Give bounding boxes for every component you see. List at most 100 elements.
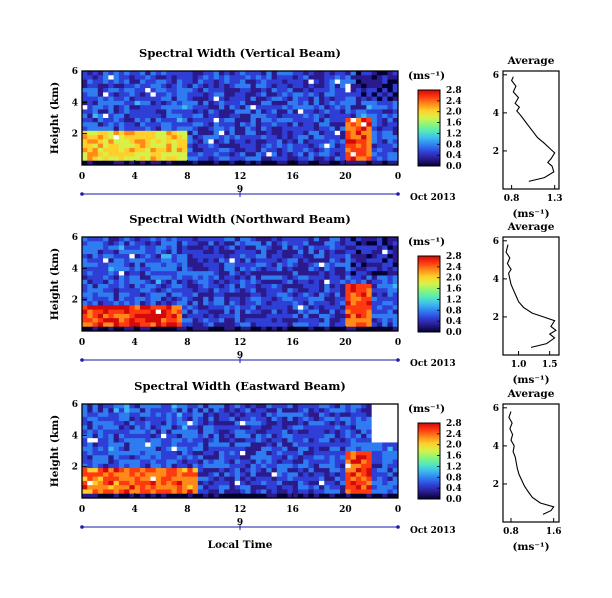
heatmap-cell xyxy=(176,245,183,251)
heatmap-cell xyxy=(308,459,315,465)
heatmap-cell xyxy=(334,254,341,259)
heatmap-cell xyxy=(345,147,351,153)
heatmap-cell xyxy=(229,489,236,495)
heatmap-cell xyxy=(392,237,399,242)
heatmap-cell xyxy=(155,438,162,443)
heatmap-cell xyxy=(150,416,157,422)
heatmap-cell xyxy=(392,292,399,298)
heatmap-cell xyxy=(150,288,157,293)
heatmap-cell xyxy=(382,284,388,289)
heatmap-cell xyxy=(82,485,88,490)
heatmap-cell xyxy=(266,88,272,93)
heatmap-cell xyxy=(124,309,130,315)
heatmap-cell xyxy=(129,425,136,431)
heatmap-cell xyxy=(240,309,246,315)
heatmap-cell xyxy=(171,279,178,285)
heatmap-cell xyxy=(134,459,141,465)
heatmap-cell xyxy=(308,288,315,293)
heatmap-cell xyxy=(324,284,330,289)
heatmap-cell xyxy=(308,75,315,80)
heatmap-cell xyxy=(108,288,114,293)
heatmap-cell xyxy=(161,408,167,413)
heatmap-cell xyxy=(287,79,294,85)
heatmap-cell xyxy=(319,143,325,149)
heatmap-cell xyxy=(161,326,167,332)
heatmap-cell xyxy=(171,79,178,85)
heatmap-cell xyxy=(203,118,209,123)
heatmap-cell xyxy=(224,139,230,145)
heatmap-cell xyxy=(345,301,351,306)
heatmap-cell xyxy=(308,88,315,93)
heatmap-cell xyxy=(324,245,330,251)
heatmap-cell xyxy=(87,284,93,289)
heatmap-cell xyxy=(234,156,241,162)
heatmap-cell xyxy=(313,71,320,76)
heatmap-cell xyxy=(161,485,167,490)
heatmap-cell xyxy=(271,113,278,119)
heatmap-cell xyxy=(171,75,178,80)
heatmap-cell xyxy=(366,71,373,76)
heatmap-cell xyxy=(229,96,236,102)
heatmap-cell xyxy=(329,455,336,460)
heatmap-cell xyxy=(171,408,178,413)
heatmap-cell xyxy=(150,88,157,93)
heatmap-cell xyxy=(218,313,225,319)
heatmap-cell xyxy=(276,160,283,166)
heatmap-cell xyxy=(271,326,278,332)
heatmap-cell xyxy=(203,451,209,456)
heatmap-cell xyxy=(313,139,320,145)
heatmap-cell xyxy=(234,152,241,157)
heatmap-cell xyxy=(197,326,204,332)
heatmap-cell xyxy=(266,271,272,276)
heatmap-cell xyxy=(192,130,199,136)
heatmap-cell xyxy=(308,292,315,298)
heatmap-cell xyxy=(282,122,288,127)
heatmap-cell xyxy=(182,156,188,162)
heatmap-cell xyxy=(387,160,394,166)
heatmap-cell xyxy=(366,135,373,140)
heatmap-cell xyxy=(324,305,330,311)
heatmap-cell xyxy=(271,468,278,473)
heatmap-cell xyxy=(329,143,336,149)
heatmap-cell xyxy=(376,88,383,93)
heatmap-cell xyxy=(308,442,315,448)
heatmap-cell xyxy=(229,139,236,145)
heatmap-cell xyxy=(229,485,236,490)
heatmap-cell xyxy=(282,296,288,302)
heatmap-cell xyxy=(97,404,104,409)
heatmap-cell xyxy=(366,404,373,409)
heatmap-cell xyxy=(176,322,183,328)
heatmap-cell xyxy=(240,100,246,106)
heatmap-cell xyxy=(171,147,178,153)
heatmap-cell xyxy=(266,288,272,293)
heatmap-cell xyxy=(234,468,241,473)
heatmap-cell xyxy=(97,245,104,251)
heatmap-cell xyxy=(224,408,230,413)
heatmap-cell xyxy=(287,130,294,136)
heatmap-cell xyxy=(345,143,351,149)
heatmap-cell xyxy=(355,284,362,289)
heatmap-cell xyxy=(82,322,88,328)
heatmap-cell xyxy=(155,476,162,482)
heatmap-cell xyxy=(255,83,262,89)
heatmap-cell xyxy=(155,480,162,486)
heatmap-cell xyxy=(155,485,162,490)
heatmap-cell xyxy=(218,408,225,413)
heatmap-cell xyxy=(245,429,251,435)
heatmap-cell xyxy=(287,122,294,127)
heatmap-cell xyxy=(276,463,283,469)
heatmap-cell xyxy=(145,472,151,478)
heatmap-cell xyxy=(171,122,178,127)
heatmap-cell xyxy=(245,147,251,153)
heatmap-cell xyxy=(276,126,283,132)
heatmap-cell xyxy=(329,416,336,422)
heatmap-cell xyxy=(192,284,199,289)
heatmap-cell xyxy=(355,92,362,98)
heatmap-cell xyxy=(282,88,288,93)
heatmap-cell xyxy=(103,468,109,473)
heatmap-cell xyxy=(345,318,351,323)
heatmap-cell xyxy=(313,489,320,495)
heatmap-cell xyxy=(113,459,120,465)
heatmap-cell xyxy=(371,152,378,157)
heatmap-cell xyxy=(345,160,351,166)
